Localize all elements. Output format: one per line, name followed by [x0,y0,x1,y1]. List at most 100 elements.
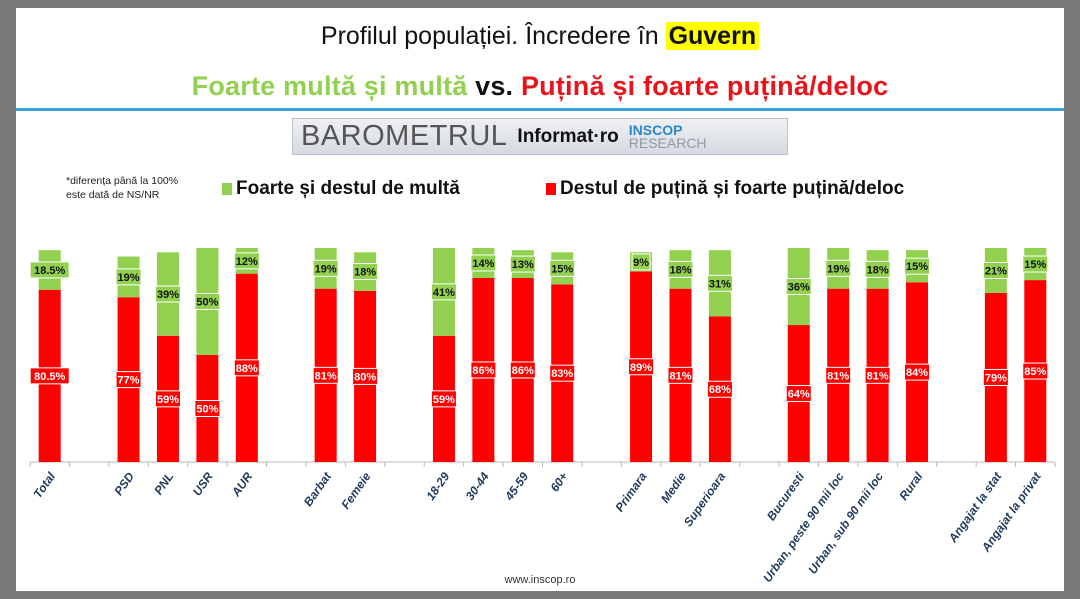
data-label-box [667,366,694,384]
legend-red: Destul de puțină și foarte puțină/deloc [546,178,904,200]
barometru-logo: BAROMETRUL Informat·ro INSCOP RESEARCH [292,118,788,155]
data-label: 18% [669,264,691,276]
data-label: 84% [906,367,928,379]
subtitle-green: Foarte multă și multă [191,71,468,101]
data-label-box [825,366,852,384]
data-label-box [115,268,142,286]
data-label: 19% [827,263,849,275]
footer-url: www.inscop.ro [504,574,576,586]
data-label-box [352,263,379,281]
x-tick-label: USR [190,469,216,498]
data-label-box [115,371,142,389]
subtitle-vs: vs. [467,71,521,101]
data-label-box [864,260,891,278]
data-label-box [1022,255,1049,273]
x-tick-label: Femeie [338,469,373,511]
divider [16,108,1064,111]
data-label: 39% [157,289,179,301]
data-label: 19% [315,263,337,275]
legend-green: Foarte și destul de multă [222,178,460,200]
chart-subtitle: Foarte multă și multă vs. Puțină și foar… [16,71,1064,102]
data-label: 64% [788,389,810,401]
data-label-box [631,253,651,271]
logo-research-text: RESEARCH [628,134,707,151]
data-label: 59% [433,394,455,406]
data-label: 86% [512,365,534,377]
title-highlight: Guvern [665,22,760,50]
data-label-box [904,363,931,381]
data-label: 81% [827,370,849,382]
x-tick-label: Primara [612,469,649,514]
data-label: 18% [354,267,376,279]
data-label-box [785,385,812,403]
data-label: 85% [1024,366,1046,378]
data-label: 36% [788,282,810,294]
data-label: 12% [236,256,258,268]
x-tick-label: AUR [228,469,255,499]
logo-inscop-text: INSCOP [628,121,683,138]
data-label-box [194,293,221,310]
data-label: 15% [1024,259,1046,271]
data-label-box [470,254,497,272]
data-label-box [312,366,339,384]
data-label-box [904,257,931,275]
data-label-box [233,359,260,377]
data-label: 80% [354,371,376,383]
x-tick-label: Medie [658,469,689,505]
data-label: 31% [709,278,731,290]
data-label-box [825,259,852,277]
data-label: 50% [196,297,218,309]
data-label-box [154,285,181,303]
data-label-box [549,259,576,277]
data-label: 81% [315,370,337,382]
data-label-box [29,261,70,279]
legend-swatch [546,183,556,195]
data-label: 81% [669,370,691,382]
logo-inscop: INSCOP RESEARCH [628,121,707,151]
data-label-box [29,367,70,385]
data-label-box [628,358,655,376]
data-label-box [430,283,457,301]
data-label: 21% [985,265,1007,277]
legend-swatch [222,183,232,195]
chart-title: Profilul populației. Încredere în Guvern [16,22,1064,51]
data-label-box [864,366,891,384]
data-label: 79% [985,372,1007,384]
x-tick-label: Rural [896,469,925,503]
data-label: 19% [118,272,140,284]
data-label-box [706,274,733,292]
x-tick-label: Bucuresti [764,469,808,523]
x-tick-label: PNL [151,470,176,498]
x-tick-label: Urban, sub 90 mii loc [805,469,886,576]
note-line: este dată de NS/NR [66,189,160,201]
data-label-box [509,255,536,273]
data-label: 9% [633,257,649,269]
legend-label: Foarte și destul de multă [236,178,460,199]
data-label: 68% [709,384,731,396]
data-label: 77% [118,375,140,387]
logo-barometru: BAROMETRUL [301,120,508,152]
data-label-box [352,367,379,385]
data-label: 41% [433,287,455,299]
title-text: Profilul populației. Încredere în [320,22,666,50]
data-label: 80.5% [34,371,65,383]
data-label: 18.5% [34,265,65,277]
x-tick-label: Total [31,469,59,501]
x-tick-label: Barbat [301,469,335,509]
data-label-box [194,400,221,417]
footnote: *diferența până la 100% este dată de NS/N… [66,174,178,202]
data-label: 83% [551,368,573,380]
data-label: 13% [512,259,534,271]
data-label-box [982,368,1009,386]
data-label: 89% [630,362,652,374]
data-label-box [982,261,1009,279]
data-label-box [785,278,812,296]
x-tick-label: PSD [111,469,137,498]
data-label: 18% [867,264,889,276]
data-label: 15% [906,261,928,273]
data-label-box [233,252,260,270]
data-label: 59% [157,394,179,406]
x-tick-label: 60+ [548,470,571,495]
logo-informat: Informat·ro [517,125,619,147]
